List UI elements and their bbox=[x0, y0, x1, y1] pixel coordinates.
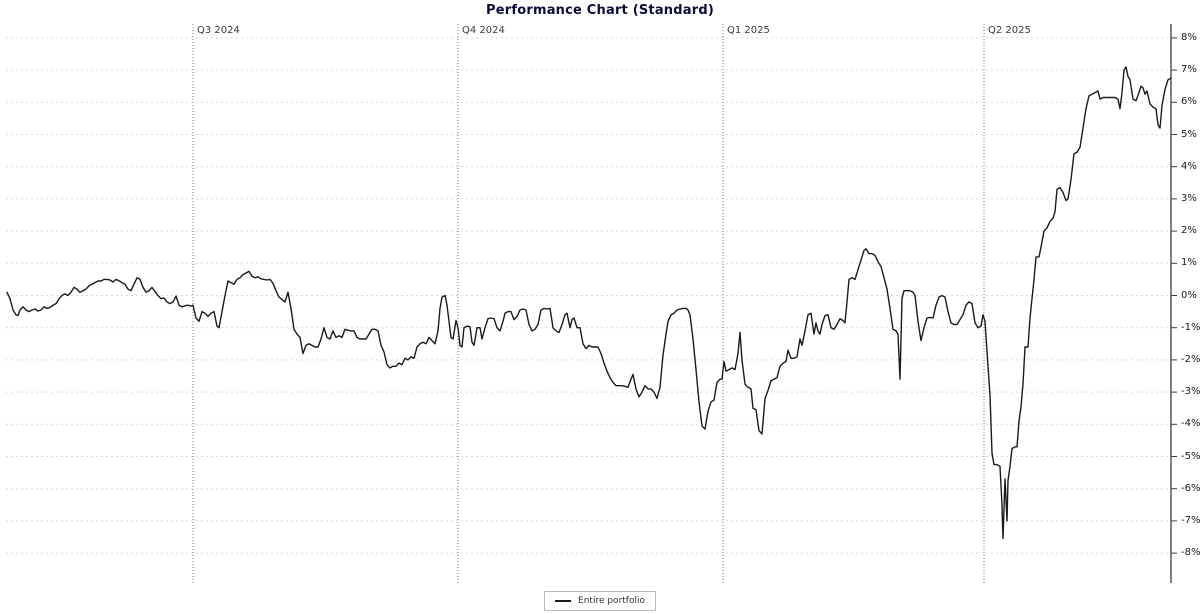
y-axis-tick-label: -8% bbox=[1181, 547, 1200, 559]
y-axis-tick-label: -1% bbox=[1181, 321, 1200, 333]
y-axis-tick-label: -7% bbox=[1181, 514, 1200, 526]
y-axis-tick-label: 1% bbox=[1181, 257, 1197, 269]
y-axis-tick-label: -3% bbox=[1181, 386, 1200, 398]
y-axis-tick-label: -6% bbox=[1181, 482, 1200, 494]
quarter-label: Q2 2025 bbox=[988, 25, 1031, 36]
series-line-entire-portfolio bbox=[6, 66, 1172, 540]
y-axis-tick-label: -4% bbox=[1181, 418, 1200, 430]
y-axis-tick-label: 2% bbox=[1181, 225, 1197, 237]
chart-title: Performance Chart (Standard) bbox=[486, 3, 714, 18]
y-axis-tick-label: -5% bbox=[1181, 450, 1200, 462]
quarter-label: Q3 2024 bbox=[197, 25, 240, 36]
y-axis-tick-label: 5% bbox=[1181, 128, 1197, 140]
y-axis-tick-label: 3% bbox=[1181, 192, 1197, 204]
legend-label: Entire portfolio bbox=[578, 596, 645, 606]
legend-line-sample-icon bbox=[555, 600, 572, 602]
quarter-label: Q4 2024 bbox=[462, 25, 505, 36]
y-axis-tick-label: 4% bbox=[1181, 160, 1197, 172]
y-axis-tick-label: 8% bbox=[1181, 31, 1197, 43]
quarter-label: Q1 2025 bbox=[727, 25, 770, 36]
y-axis-tick-label: 0% bbox=[1181, 289, 1197, 301]
legend[interactable]: Entire portfolio bbox=[544, 591, 656, 611]
y-axis-tick-label: 6% bbox=[1181, 96, 1197, 108]
y-axis-tick-label: -2% bbox=[1181, 353, 1200, 365]
y-axis-tick-label: 7% bbox=[1181, 64, 1197, 76]
